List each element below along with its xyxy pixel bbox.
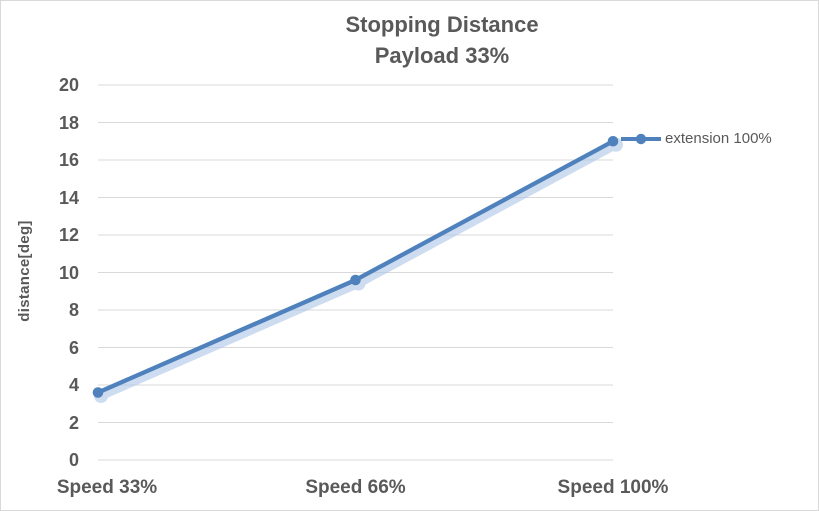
y-tick-label: 0 [68,450,79,470]
data-point-marker [607,135,619,147]
data-point-marker [92,387,104,398]
y-tick-label: 10 [58,262,79,283]
legend: extension 100% [620,130,772,147]
data-series-line [95,139,616,395]
legend-label: extension 100% [665,130,772,147]
data-point-marker [350,274,361,286]
x-tick-label: Speed 33% [56,477,158,498]
y-tick-label: 12 [58,225,79,245]
y-tick-label: 18 [58,112,79,133]
y-tick-label: 16 [58,150,79,170]
x-tick-label: Speed 66% [305,477,406,498]
chart-subtitle: Payload 33% [374,43,510,68]
x-tick-label: Speed 100% [557,477,669,498]
y-tick-label: 8 [68,300,79,320]
y-tick-label: 2 [68,412,79,433]
y-tick-label: 4 [68,375,79,395]
y-tick-label: 6 [68,337,79,358]
chart-title: Stopping Distance [345,12,539,37]
legend-line-marker-icon [621,133,661,144]
y-tick-label: 14 [58,187,79,208]
y-tick-label: 20 [58,75,79,95]
chart-title-block: Stopping Distance Payload 33% [66,9,818,71]
